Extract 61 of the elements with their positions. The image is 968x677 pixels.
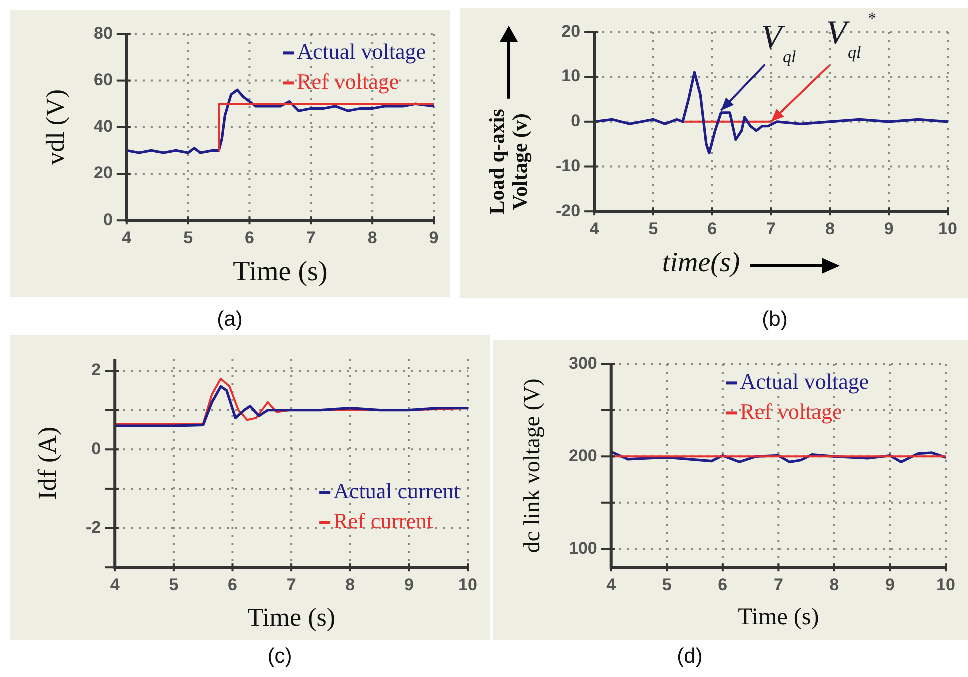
x-axis-title: Time (s) [248,602,336,632]
x-tick-label: 10 [458,575,478,594]
y-tick-label: -2 [86,518,102,537]
x-axis-title: time(s) [662,247,740,278]
legend-label: Actual current [334,478,460,504]
x-tick-label: 8 [346,575,356,594]
y-tick-label: 100 [568,538,598,558]
x-tick-label: 4 [110,575,120,594]
x-tick-label: 9 [429,228,439,248]
x-tick-label: 8 [368,228,378,248]
y-tick-label: -10 [556,156,581,176]
x-tick-label: 7 [286,575,296,594]
x-axis-title: Time (s) [233,256,328,288]
y-tick-label: 200 [568,446,598,466]
x-tick-label: 5 [184,228,194,248]
y-axis-title: Idf (A) [32,426,62,500]
legend-label: Ref current [334,508,434,534]
x-tick-label: 6 [718,575,728,594]
x-tick-label: 10 [938,219,958,238]
y-tick-label: 0 [103,210,113,230]
y-tick-label: 20 [94,164,113,183]
y-tick-label: 0 [92,439,102,458]
x-tick-label: 4 [122,228,132,248]
y-tick-label: -20 [556,201,581,220]
x-tick-label: 9 [885,575,895,594]
legend-label: Actual voltage [740,368,870,394]
y-axis-title: dc link voltage (V) [520,378,545,554]
x-tick-label: 6 [245,228,254,248]
y-axis-title: vdl (V) [40,89,70,166]
y-tick-label: 300 [568,354,598,373]
x-tick-label: 7 [306,228,316,248]
y-tick-label: 80 [94,24,113,43]
y-tick-label: 60 [94,70,113,90]
x-tick-label: 6 [228,575,238,594]
text: (b) [762,308,788,332]
text: (d) [677,645,703,669]
x-tick-label: 4 [590,219,600,238]
legend-label: Actual voltage [297,38,426,64]
x-tick-label: 8 [830,575,840,594]
y-axis-title: Load q-axis Voltage (v) [484,109,532,215]
x-tick-label: 5 [662,575,672,594]
y-tick-label: 40 [94,117,113,136]
x-tick-label: 4 [606,575,617,594]
y-tick-label: 0 [571,112,581,131]
y-tick-label: 20 [562,22,581,41]
x-tick-label: 7 [766,219,776,238]
x-tick-label: 5 [648,219,658,238]
x-axis-title: Time (s) [738,604,820,630]
x-tick-label: 9 [404,575,414,594]
text: (a) [217,308,243,332]
x-tick-label: 8 [825,219,835,238]
legend-label: Ref voltage [740,398,842,424]
x-tick-label: 5 [169,575,179,594]
x-tick-label: 9 [884,219,894,238]
text: (c) [268,645,292,669]
y-tick-label: 2 [92,360,102,380]
x-tick-label: 6 [708,219,718,238]
y-tick-label: 10 [562,66,581,86]
legend-label: Ref voltage [297,68,400,94]
x-tick-label: 10 [936,575,956,594]
x-tick-label: 7 [774,575,784,594]
